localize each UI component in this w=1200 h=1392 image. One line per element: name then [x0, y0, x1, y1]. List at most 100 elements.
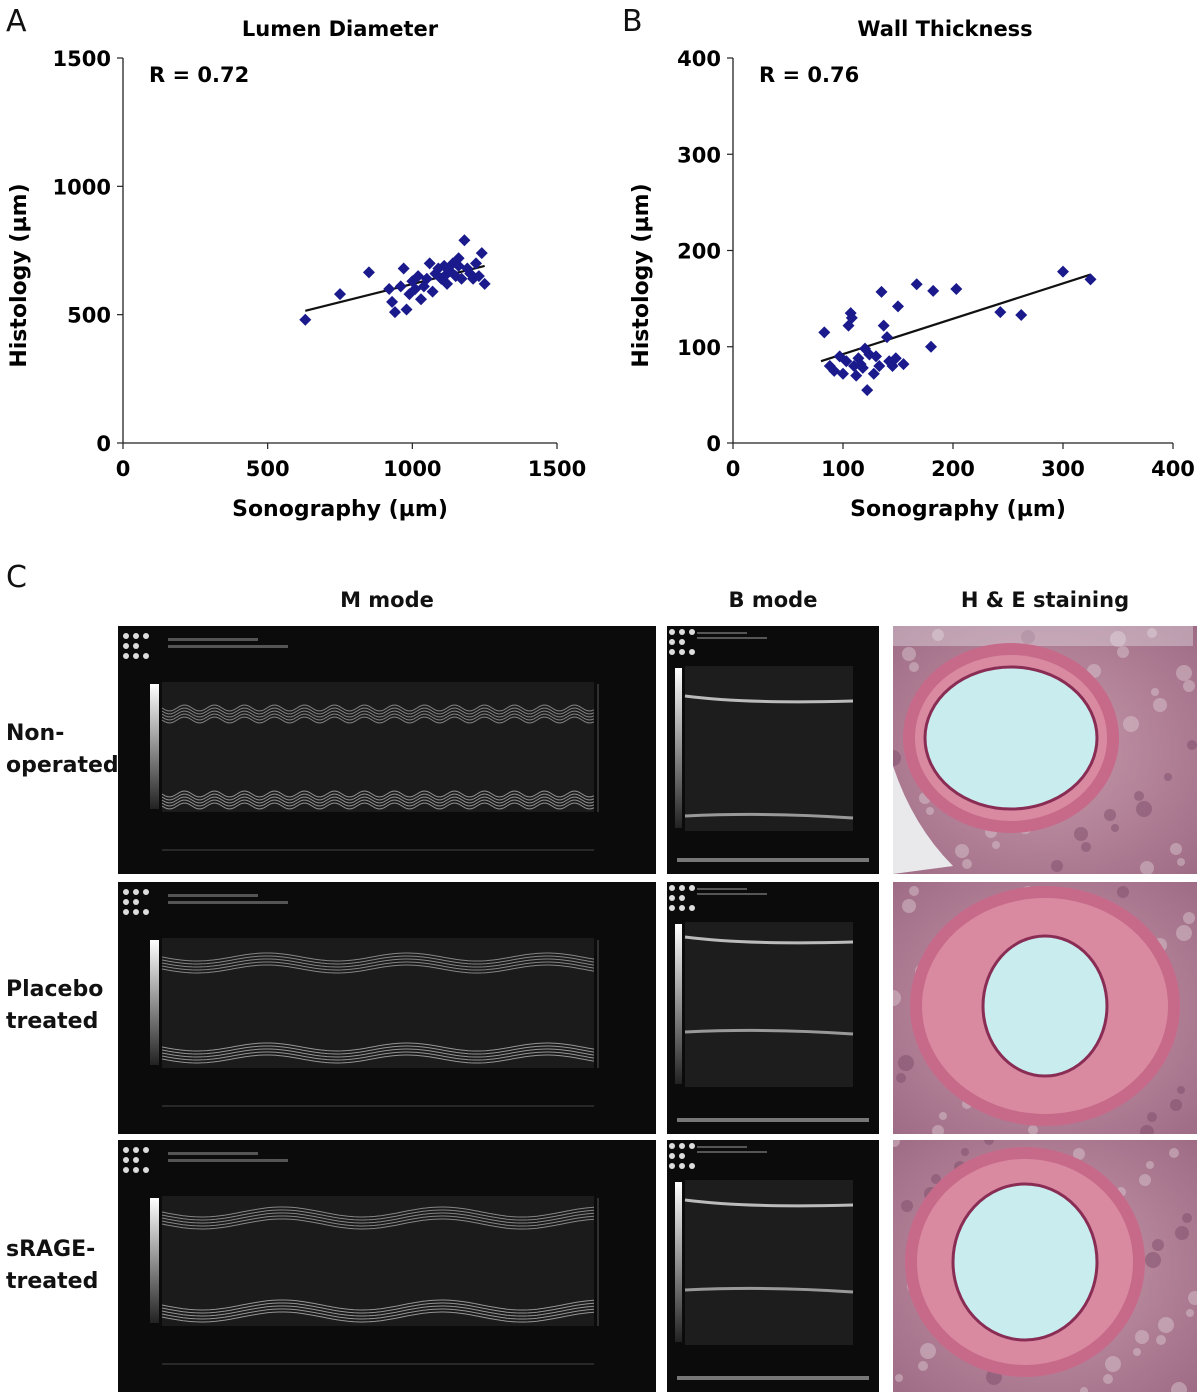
chart-b-y-tick-label: 100: [677, 336, 721, 360]
scanner-logo-icon: [669, 629, 695, 655]
row-label-srage-treated: sRAGE- treated: [6, 1237, 99, 1294]
panel-label-c: C: [6, 560, 27, 595]
chart-a-data-point: [415, 293, 428, 306]
chart-a-data-point: [409, 283, 422, 295]
m-mode-panel-non-operated: [118, 626, 656, 874]
chart-a-data-point: [362, 266, 375, 279]
chart-b-y-tick-label: 400: [677, 47, 721, 71]
chart-b-x-tick-label: 400: [1151, 457, 1195, 481]
chart-a-y-tick-label: 0: [96, 432, 111, 456]
chart-b-data-point: [881, 331, 893, 344]
chart-a-data-point: [478, 277, 491, 290]
chart-b-data-point: [994, 306, 1007, 319]
chart-a-data-point: [420, 272, 433, 285]
chart-a-data-point: [388, 306, 401, 319]
col-head-b-mode: B mode: [728, 588, 818, 612]
col-head-m-mode: M mode: [340, 588, 434, 612]
chart-b-data-point: [1084, 273, 1097, 286]
chart-b-data-point: [833, 350, 846, 363]
panel-label-a: A: [6, 4, 27, 39]
panel-label-b: B: [622, 4, 643, 39]
he-staining-panel-srage: [893, 1140, 1197, 1392]
chart-b-x-label: Sonography (µm): [850, 497, 1066, 522]
chart-b-data-point: [856, 361, 869, 374]
chart-a-x-tick-label: 500: [246, 457, 290, 481]
b-mode-panel-non-operated: [667, 626, 879, 874]
chart-a-data-point: [441, 267, 454, 280]
chart-a-data-point: [452, 259, 465, 272]
chart-a-r-annotation: R = 0.72: [149, 63, 249, 87]
chart-b-x-tick-label: 200: [931, 457, 975, 481]
chart-b-data-point: [892, 300, 904, 313]
chart-b-data-point: [875, 285, 888, 298]
chart-a-data-point: [426, 285, 439, 298]
chart-b-data-point: [837, 367, 849, 380]
chart-a-data-point: [334, 288, 346, 301]
chart-a-x-tick-label: 0: [116, 457, 131, 481]
chart-b-data-point: [870, 350, 882, 363]
chart-b-r-annotation: R = 0.76: [759, 63, 859, 87]
m-mode-panel-placebo: [118, 882, 656, 1134]
chart-b-y-tick-label: 200: [677, 240, 721, 264]
chart-b-data-point: [927, 284, 940, 297]
wall-thickness-chart: Wall Thickness 0 100 200 300 400 0 100 200 300 400…: [629, 17, 1195, 522]
chart-a-data-point: [441, 277, 454, 290]
chart-a-data-point: [475, 247, 488, 260]
grayscale-bar: [150, 1198, 159, 1323]
chart-b-data-point: [950, 283, 963, 295]
chart-a-data-point: [458, 234, 471, 247]
chart-a-data-point: [394, 280, 407, 293]
chart-a-data-point: [397, 262, 410, 275]
chart-b-data-point: [925, 340, 937, 353]
chart-a-data-point: [469, 257, 482, 270]
col-head-he-staining: H & E staining: [960, 588, 1130, 612]
chart-b-data-point: [889, 352, 902, 365]
chart-b-data-point: [873, 360, 886, 372]
scanner-logo-icon: [669, 885, 695, 911]
chart-b-y-tick-label: 300: [677, 143, 721, 167]
chart-b-y-tick-label: 0: [706, 432, 721, 456]
grayscale-bar: [675, 924, 682, 1084]
chart-a-title: Lumen Diameter: [242, 17, 439, 41]
chart-a-data-point: [423, 257, 436, 270]
scanner-logo-icon: [123, 1147, 149, 1173]
chart-a-y-tick-label: 500: [67, 304, 111, 328]
chart-a-x-tick-label: 1500: [528, 457, 586, 481]
chart-b-data-point: [1057, 265, 1069, 278]
chart-a-data-point: [383, 283, 396, 295]
chart-a-y-tick-label: 1500: [53, 47, 111, 71]
chart-b-x-tick-label: 0: [726, 457, 741, 481]
chart-b-data-point: [867, 367, 880, 380]
chart-b-y-label: Histology (µm): [629, 183, 654, 367]
chart-b-data-point: [877, 319, 890, 332]
chart-b-data-point: [818, 326, 831, 339]
scanner-logo-icon: [123, 889, 149, 915]
chart-b-data-point: [850, 369, 863, 382]
vessel-lumen: [981, 934, 1109, 1078]
row-label-non-operated: Non- operated: [6, 721, 119, 778]
chart-b-data-point: [1015, 308, 1028, 321]
chart-a-y-label: Histology (µm): [7, 183, 32, 367]
chart-b-data-point: [861, 384, 874, 397]
grayscale-bar: [675, 668, 682, 828]
chart-a-data-point: [412, 270, 425, 283]
chart-a-x-label: Sonography (µm): [232, 497, 448, 522]
chart-a-data-point: [386, 295, 399, 308]
chart-b-data-point: [910, 278, 923, 291]
chart-b-x-tick-label: 300: [1041, 457, 1085, 481]
chart-a-x-tick-label: 1000: [383, 457, 441, 481]
scanner-logo-icon: [123, 633, 149, 659]
chart-a-data-point: [455, 272, 468, 285]
chart-a-data-point: [452, 252, 465, 265]
chart-a-data-point: [472, 270, 485, 283]
grayscale-bar: [675, 1182, 682, 1342]
chart-a-data-point: [299, 313, 312, 326]
grayscale-bar: [150, 940, 159, 1065]
vessel-lumen: [923, 665, 1099, 811]
chart-b-data-point: [852, 352, 865, 365]
he-staining-panel-placebo: [893, 882, 1197, 1134]
chart-b-data-point: [828, 364, 841, 377]
chart-a-data-point: [400, 303, 413, 316]
b-mode-panel-srage: [667, 1140, 879, 1392]
chart-b-title: Wall Thickness: [857, 17, 1032, 41]
